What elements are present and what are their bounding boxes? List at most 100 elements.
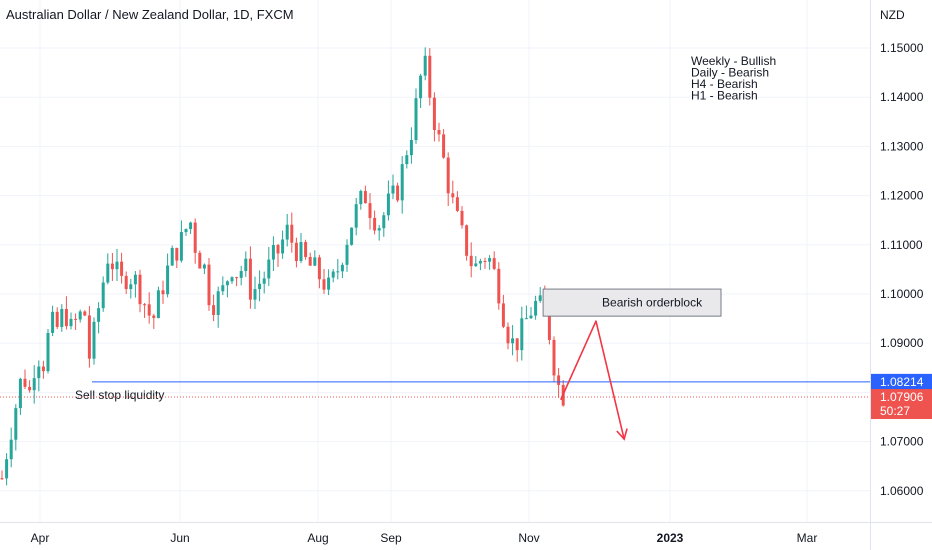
candle-up: [354, 204, 358, 228]
time-tick-label: Aug: [307, 531, 328, 545]
bias-note: Daily - Bearish: [691, 66, 769, 80]
candle-down: [308, 257, 312, 266]
price-axis[interactable]: 1.15000 1.14000 1.13000 1.12000 1.11000 1.100…: [880, 41, 924, 498]
candle-up: [221, 285, 225, 292]
price-tick-label: 1.09000: [880, 336, 924, 350]
candle-up: [46, 332, 50, 372]
candle-up: [78, 311, 82, 320]
candle-up: [377, 228, 381, 231]
time-tick-label: Sep: [380, 531, 402, 545]
candle-down: [432, 97, 436, 131]
candle-up: [129, 284, 133, 290]
candle-down: [147, 304, 151, 316]
candle-up: [400, 164, 404, 201]
candle-up: [336, 271, 340, 273]
candle-down: [552, 339, 556, 376]
candle-up: [166, 265, 170, 295]
candle-up: [382, 215, 386, 229]
candle-down: [138, 274, 142, 305]
candle-up: [538, 295, 542, 301]
candle-down: [74, 318, 78, 320]
candle-down: [23, 378, 27, 387]
bar-countdown: 50:27: [880, 404, 910, 418]
candle-down: [193, 222, 197, 253]
candle-down: [198, 252, 202, 269]
bias-note: Weekly - Bullish: [691, 54, 776, 68]
currency-label: NZD: [880, 8, 905, 22]
candle-down: [497, 268, 501, 304]
candle-down: [557, 375, 561, 385]
candle-up: [51, 311, 55, 333]
candle-up: [285, 224, 289, 240]
candle-up: [405, 155, 409, 165]
candle-down: [428, 55, 432, 98]
projection-arrow[interactable]: [559, 320, 625, 440]
candle-down: [276, 245, 280, 254]
candle-up: [262, 278, 266, 284]
candle-up: [359, 191, 363, 205]
bearish-orderblock-label: Bearish orderblock: [602, 296, 703, 310]
candle-up: [5, 459, 9, 479]
time-tick-label: Jun: [170, 531, 189, 545]
candle-up: [106, 263, 110, 283]
price-tick-label: 1.10000: [880, 287, 924, 301]
time-tick-label: 2023: [657, 531, 684, 545]
candle-down: [451, 193, 455, 198]
bearish-orderblock-box[interactable]: [542, 288, 722, 317]
candle-up: [184, 229, 188, 233]
price-tick-label: 1.13000: [880, 139, 924, 153]
candle-up: [350, 227, 354, 245]
candle-up: [69, 318, 73, 327]
candle-down: [506, 326, 510, 344]
price-tick-label: 1.14000: [880, 90, 924, 104]
candle-up: [267, 259, 271, 279]
candle-up: [170, 247, 174, 266]
candle-down: [64, 308, 68, 327]
time-tick-label: Mar: [797, 531, 818, 545]
candle-down: [515, 338, 519, 351]
candle-up: [313, 257, 317, 266]
candle-up: [474, 263, 478, 267]
candle-down: [455, 197, 459, 211]
candle-down: [304, 242, 308, 258]
candle-up: [133, 274, 137, 285]
time-tick-label: Nov: [518, 531, 539, 545]
candle-up: [189, 222, 193, 230]
candle-up: [409, 140, 413, 156]
candle-up: [511, 338, 515, 344]
candle-down: [294, 242, 298, 262]
current-price-tag: [871, 389, 932, 420]
chart-title: Australian Dollar / New Zealand Dollar, …: [6, 7, 294, 22]
candle-up: [202, 264, 206, 269]
candle-up: [281, 239, 285, 254]
candle-up: [327, 277, 331, 290]
candle-down: [152, 315, 156, 319]
candle-down: [368, 203, 372, 218]
candle-down: [547, 309, 551, 340]
candle-down: [212, 305, 216, 315]
candle-down: [363, 191, 367, 204]
candle-down: [143, 304, 147, 306]
candle-down: [469, 255, 473, 267]
price-tick-label: 1.12000: [880, 189, 924, 203]
candle-up: [253, 289, 257, 300]
candle-up: [239, 271, 243, 278]
bias-note: H1 - Bearish: [691, 89, 758, 103]
candle-up: [529, 315, 533, 319]
candle-up: [60, 308, 64, 327]
candle-down: [207, 264, 211, 306]
plot-area[interactable]: [0, 0, 870, 522]
candle-up: [345, 244, 349, 265]
candle-up: [216, 291, 220, 315]
candle-up: [179, 232, 183, 261]
time-axis[interactable]: Apr Jun Aug Sep Nov 2023 Mar: [31, 531, 818, 545]
grid: [0, 0, 870, 522]
time-tick-label: Apr: [31, 531, 50, 545]
candle-down: [248, 258, 252, 300]
candle-down: [87, 315, 91, 359]
candle-up: [115, 261, 119, 270]
candle-up: [32, 378, 36, 391]
candle-up: [488, 258, 492, 262]
